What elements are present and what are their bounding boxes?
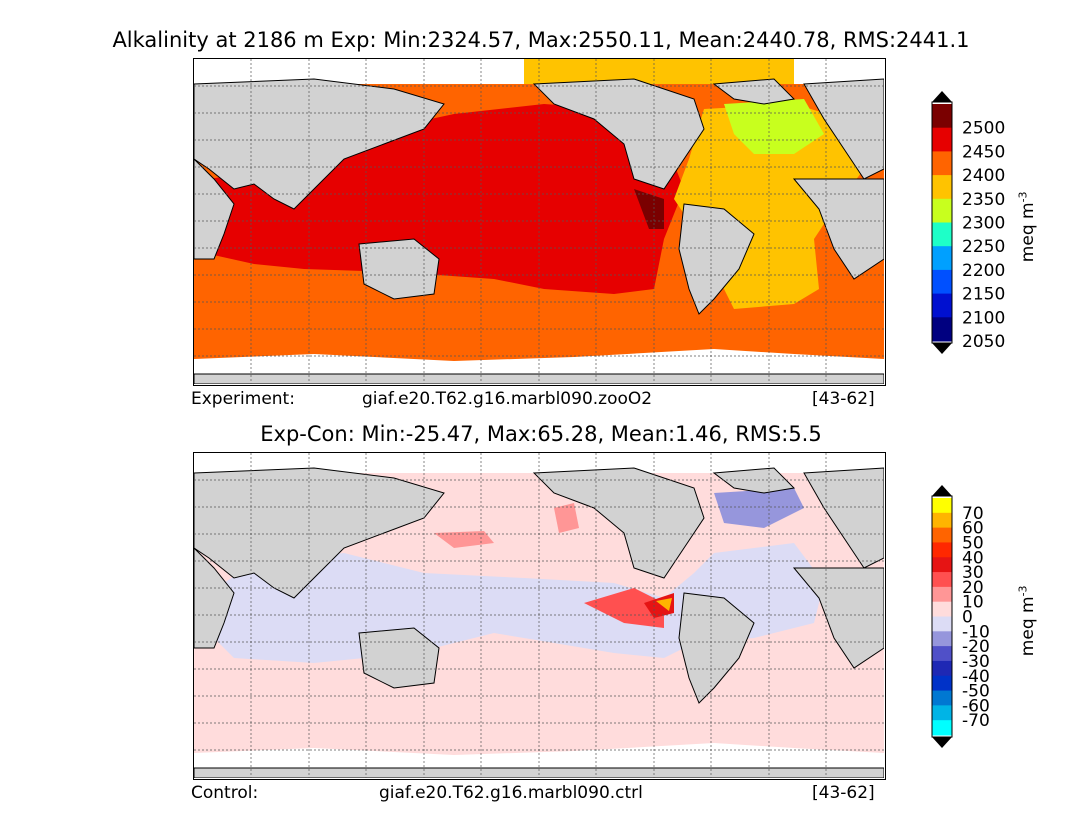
pacific-indian-field [209,104,684,294]
panel1-colorbar-swatch [932,293,952,318]
panel2-colorbar-tick-label: -70 [962,711,990,731]
panel1-colorbar-tick-label: 2350 [962,190,1005,210]
panel2-colorbar-tick-label: -10 [962,622,990,642]
panel2-colorbar-swatch [932,601,952,617]
panel2-colorbar-tick-label: 70 [962,504,984,524]
panel2-colorbar-swatch [932,646,952,662]
panel2-colorbar-swatch [932,720,952,736]
panel1-colorbar-tick-label: 2150 [962,285,1005,305]
panel2-colorbar-tick-label: -40 [962,667,990,687]
panel2-colorbar-tick-label: -30 [962,652,990,672]
australia-land [358,238,440,300]
north-america-land [532,78,705,190]
panel2-colorbar-swatch [932,512,952,529]
panel2-colorbar-tick-label: -50 [962,682,990,702]
panel1-colorbar-top-extend [932,91,952,102]
panel2-map [193,452,886,780]
panel1-colorbar-bottom-extend [932,343,952,354]
panel1-map-svg [194,59,884,384]
panel2-colorbar-swatch [932,527,952,543]
labrador-negative [714,488,804,528]
panel2-colorbar-swatch [932,498,952,514]
panel2-colorbar-swatch [932,660,952,677]
panel1-colorbar-swatch [932,246,952,271]
panel2-colorbar-bottom-extend [932,737,952,748]
panel1-colorbar-tick-label: 2300 [962,214,1005,234]
panel2-colorbar-tick-label: 10 [962,593,984,613]
panel1-colorbar-tick-label: 2500 [962,119,1005,139]
panel1-map [193,58,886,386]
panel1-colorbar-tick-label: 2100 [962,308,1005,328]
arctic-field [524,59,794,84]
panel1-colorbar-swatch [932,317,952,342]
africa-east-land [792,178,884,280]
south-america-land [678,203,755,315]
panel2-colorbar-swatch [932,542,952,558]
panel2-colorbar-swatch [932,557,952,573]
panel1-colorbar-tick-label: 2400 [962,166,1005,186]
pacific-positive [584,588,664,628]
panel2-colorbar-top-extend [932,485,952,496]
panel2-colorbar-swatch [932,616,952,632]
panel1-colorbar-tick-label: 2250 [962,237,1005,257]
panel1-colorbar-tick-label: 2450 [962,142,1005,162]
panel2-colorbar-swatch [932,631,952,647]
panel1-years: [43-62] [812,389,875,409]
panel1-colorbar-tick-label: 2050 [962,332,1005,352]
panel2-colorbar-swatch [932,586,952,603]
panel2-colorbar-swatch [932,705,952,721]
panel2-colorbar: 70 60 50 40 30 20 10 0 -10 -20 -30 -40 -50 -60 -70 [931,484,1031,753]
eurasia-land [194,78,445,210]
panel2-colorbar-tick-label: -20 [962,637,990,657]
panel1-colorbar-swatch [932,198,952,223]
panel2-colorbar-tick-label: 40 [962,548,984,568]
panel1-colorbar: 2500 2450 2400 2350 2300 2250 2200 2150 2100 2050 [931,90,1031,359]
panel2-colorbar-units: meq m-3 [1016,585,1039,657]
panel1-colorbar-svg: 2500 2450 2400 2350 2300 2250 2200 2150 2100 2050 [931,91,1005,354]
panel2-colorbar-tick-label: 60 [962,519,984,539]
panel2-colorbar-tick-label: -60 [962,696,990,716]
panel2-colorbar-tick-label: 50 [962,533,984,553]
panel1-title: Alkalinity at 2186 m Exp: Min:2324.57, M… [112,28,970,52]
panel1-colorbar-units: meq m-3 [1016,191,1039,263]
panel2-case: giaf.e20.T62.g16.marbl090.ctrl [379,783,643,803]
panel2-title: Exp-Con: Min:-25.47, Max:65.28, Mean:1.4… [260,422,822,446]
panel2-colorbar-swatch [932,572,952,588]
panel1-colorbar-swatch [932,104,952,129]
panel2-colorbar-tick-label: 30 [962,563,984,583]
panel2-colorbar-tick-label: 20 [962,578,984,598]
panel1-colorbar-swatch [932,127,952,152]
panel2-colorbar-tick-label: 0 [962,608,973,628]
panel1-colorbar-swatch [932,175,952,200]
panel2-label: Control: [191,783,259,803]
panel2-colorbar-swatch [932,675,952,692]
panel2-colorbar-swatch [932,690,952,706]
panel1-colorbar-swatch [932,151,952,176]
panel1-case: giaf.e20.T62.g16.marbl090.zooO2 [362,389,653,409]
africa-land [194,158,235,260]
panel1-colorbar-tick-label: 2200 [962,261,1005,281]
panel2-map-svg [194,453,884,778]
panel1-colorbar-swatch [932,222,952,247]
panel2-years: [43-62] [812,783,875,803]
panel1-label: Experiment: [191,389,295,409]
panel1-colorbar-swatch [932,269,952,295]
